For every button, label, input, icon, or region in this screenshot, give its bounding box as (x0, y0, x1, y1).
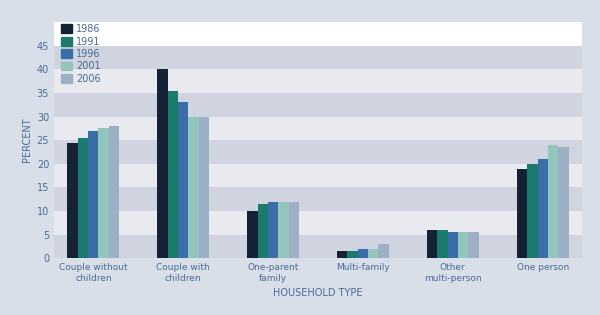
Bar (178, 102, 188, 258)
Legend: 1986, 1991, 1996, 2001, 2006: 1986, 1991, 1996, 2001, 2006 (59, 22, 103, 86)
Bar (54, 164, 582, 187)
Y-axis label: PERCENT: PERCENT (22, 118, 32, 163)
Bar (157, 69, 167, 258)
Bar (98, 129, 109, 258)
Bar (54, 46, 582, 69)
Bar (257, 204, 268, 258)
Bar (54, 140, 582, 164)
Bar (88, 131, 98, 258)
X-axis label: HOUSEHOLD TYPE: HOUSEHOLD TYPE (273, 288, 363, 298)
Bar (54, 69, 582, 93)
Bar (527, 164, 538, 258)
Bar (247, 211, 257, 258)
Bar (427, 230, 437, 258)
Bar (458, 232, 469, 258)
Bar (379, 244, 389, 258)
Bar (358, 249, 368, 258)
Bar (54, 93, 582, 117)
Bar (337, 251, 347, 258)
Bar (78, 138, 88, 258)
Bar (469, 232, 479, 258)
Bar (109, 126, 119, 258)
Bar (67, 142, 78, 258)
Bar (54, 187, 582, 211)
Bar (199, 117, 209, 258)
Bar (167, 91, 178, 258)
Bar (558, 147, 569, 258)
Bar (517, 169, 527, 258)
Bar (54, 211, 582, 235)
Bar (278, 202, 289, 258)
Bar (538, 159, 548, 258)
Bar (54, 235, 582, 258)
Bar (448, 232, 458, 258)
Bar (188, 117, 199, 258)
Bar (548, 145, 558, 258)
Bar (347, 251, 358, 258)
Bar (289, 202, 299, 258)
Bar (437, 230, 448, 258)
Bar (268, 202, 278, 258)
Bar (368, 249, 379, 258)
Bar (54, 117, 582, 140)
